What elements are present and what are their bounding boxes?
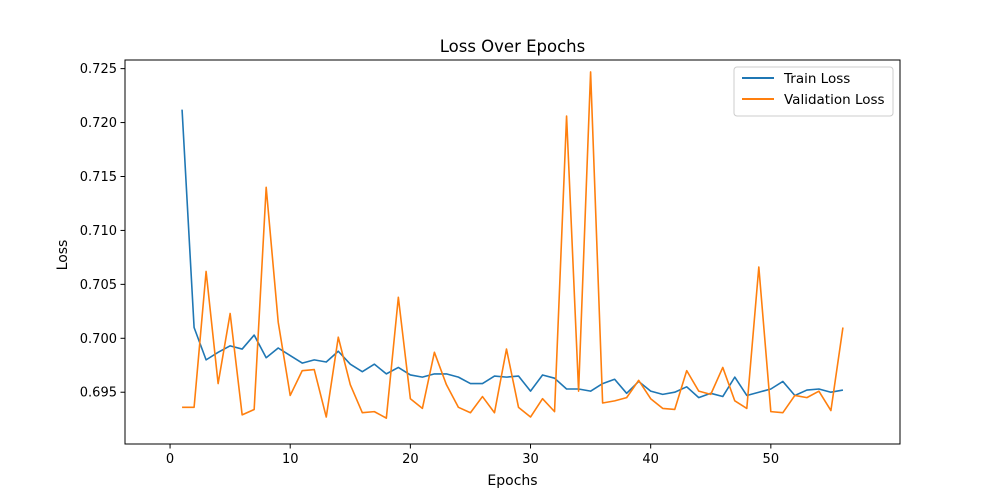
x-tick-label-50: 50	[763, 452, 780, 467]
y-tick-label-0.705: 0.705	[80, 278, 117, 293]
y-tick-label-0.710: 0.710	[80, 224, 117, 239]
legend-label-validation-loss: Validation Loss	[784, 92, 885, 108]
x-axis-title: Epochs	[487, 473, 537, 489]
chart-title: Loss Over Epochs	[440, 37, 586, 56]
y-tick-label-0.725: 0.725	[80, 62, 117, 77]
y-tick-label-0.700: 0.700	[80, 332, 117, 347]
series-line-validation-loss	[182, 71, 844, 419]
x-tick-label-40: 40	[642, 452, 659, 467]
axes-frame	[124, 59, 901, 445]
y-tick-label-0.720: 0.720	[80, 116, 117, 131]
plot-area: 0 10 20 30 40 50 0.695 0.700 0.705 0.710 0.715 0.72…	[80, 59, 901, 467]
y-axis-title: Loss	[55, 240, 71, 271]
y-tick-label-0.715: 0.715	[80, 170, 117, 185]
legend: Train Loss Validation Loss	[733, 66, 894, 117]
legend-label-train-loss: Train Loss	[783, 71, 850, 87]
y-tick-label-0.695: 0.695	[80, 386, 117, 401]
x-tick-label-10: 10	[282, 452, 299, 467]
x-tick-label-30: 30	[522, 452, 539, 467]
legend-frame	[733, 66, 894, 117]
x-tick-label-0: 0	[166, 452, 174, 467]
x-tick-label-20: 20	[402, 452, 419, 467]
